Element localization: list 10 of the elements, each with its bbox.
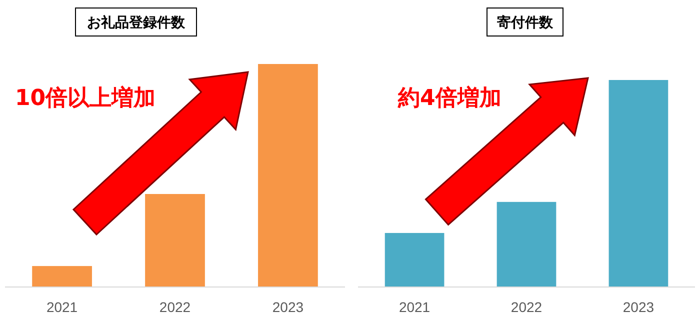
x-tick-label: 2022 [159,299,191,315]
x-tick-label: 2022 [510,299,542,315]
x-tick-label: 2021 [398,299,430,315]
chart-title: 寄付件数 [497,14,554,31]
annotation: 約4倍増加 [397,85,502,111]
x-tick-label: 2023 [272,299,304,315]
annotation: 10倍以上増加 [15,85,156,111]
x-tick-label: 2021 [46,299,78,315]
x-tick-label: 2023 [622,299,654,315]
chart-title: お礼品登録件数 [87,14,186,31]
